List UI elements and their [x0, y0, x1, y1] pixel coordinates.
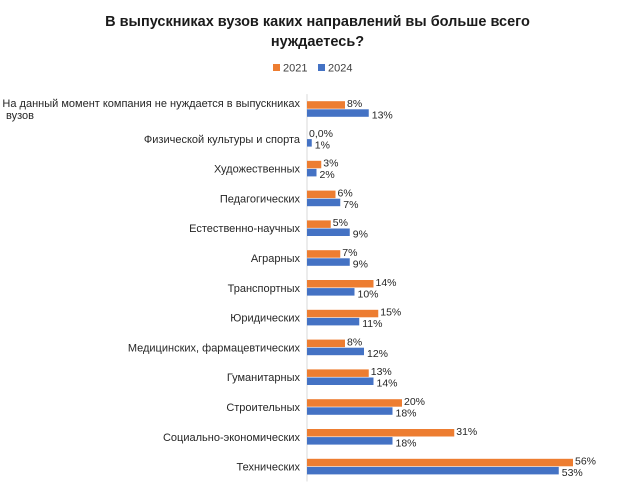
bar-2021-1 [307, 101, 345, 109]
data-label-2024-6: 9% [353, 259, 368, 271]
category-label-7: Транспортных [228, 283, 301, 295]
category-label-13: Технических [236, 462, 300, 474]
legend-label-2024: 2024 [328, 63, 352, 75]
data-label-2021-2: 0,0% [309, 128, 333, 140]
data-label-2021-3: 3% [323, 158, 338, 170]
bar-2024-7 [307, 288, 355, 296]
data-label-2024-9: 12% [367, 348, 388, 360]
chart-title: В выпускниках вузов каких направлений вы… [105, 14, 530, 50]
chart-title-line-1: В выпускниках вузов каких направлений вы… [105, 14, 530, 30]
data-label-2024-13: 53% [562, 467, 583, 479]
data-label-2024-5: 9% [353, 229, 368, 241]
data-label-2021-4: 6% [338, 187, 353, 199]
data-label-2024-8: 11% [362, 318, 382, 330]
category-label-10: Гуманитарных [227, 372, 301, 384]
bar-2024-12 [307, 437, 393, 445]
data-label-2021-10: 13% [371, 366, 392, 378]
data-label-2021-8: 15% [380, 307, 401, 319]
data-label-2024-1: 13% [372, 110, 393, 122]
category-label-8: Юридических [230, 313, 300, 325]
bars [307, 101, 573, 475]
bar-2021-9 [307, 339, 345, 348]
bar-2024-8 [307, 317, 360, 326]
data-label-2024-12: 18% [396, 437, 417, 449]
data-label-2021-5: 5% [333, 217, 348, 229]
data-label-2021-6: 7% [342, 247, 357, 259]
chart-title-line-2: нуждаетесь? [271, 34, 364, 50]
legend: 2021 2024 [273, 63, 352, 75]
data-label-2021-7: 14% [376, 277, 397, 289]
category-label-11: Строительных [226, 402, 300, 414]
category-label-3: Художественных [214, 164, 301, 176]
category-label-6: Аграрных [251, 253, 301, 265]
category-label-5: Естественно-научных [189, 223, 300, 235]
category-label-1: На данный момент компания не нуждается в… [2, 98, 300, 122]
legend-label-2021: 2021 [283, 63, 307, 75]
bar-2021-12 [307, 429, 455, 437]
legend-swatch-2021 [273, 64, 280, 71]
bar-2024-10 [307, 377, 374, 385]
legend-swatch-2024 [318, 64, 325, 71]
data-label-2024-10: 14% [377, 378, 398, 390]
bar-2024-5 [307, 228, 350, 236]
category-label-9: Медицинских, фармацевтических [128, 342, 301, 354]
bar-2021-4 [307, 190, 336, 199]
category-label-2: Физической культуры и спорта [144, 134, 301, 146]
bar-2021-5 [307, 220, 331, 228]
bar-2021-8 [307, 309, 379, 318]
bar-2024-6 [307, 258, 350, 266]
data-label-2021-12: 31% [456, 426, 477, 438]
bar-2024-11 [307, 407, 393, 415]
bar-2021-13 [307, 458, 573, 467]
bar-2024-9 [307, 347, 364, 356]
data-label-2021-13: 56% [575, 456, 596, 468]
data-label-2024-3: 2% [320, 169, 335, 181]
data-label-2024-7: 10% [358, 288, 379, 300]
category-label-12: Социально-экономических [163, 432, 301, 444]
data-label-2024-4: 7% [343, 199, 358, 211]
category-label-4: Педагогических [220, 193, 301, 205]
bar-2021-7 [307, 280, 374, 288]
bar-2021-11 [307, 399, 402, 407]
data-label-2024-11: 18% [396, 408, 417, 420]
bar-2024-3 [307, 168, 317, 177]
bar-2024-1 [307, 109, 369, 117]
data-labels: 8% 0,0% 3% 6% 5% 7% 14% 15% 8% 13% 20% 31% 56% 13% 1% 2… [309, 98, 596, 479]
bar-2021-10 [307, 369, 369, 377]
bar-2024-2 [307, 139, 312, 147]
data-label-2021-9: 8% [347, 336, 362, 348]
bar-2021-3 [307, 160, 322, 169]
bar-2021-6 [307, 250, 341, 258]
data-label-2021-1: 8% [347, 98, 362, 110]
data-label-2021-11: 20% [404, 396, 425, 408]
bar-2024-4 [307, 198, 341, 207]
data-label-2024-2: 1% [315, 139, 330, 151]
category-labels: На данный момент компания не нуждается в… [2, 98, 300, 474]
bar-2024-13 [307, 466, 559, 475]
